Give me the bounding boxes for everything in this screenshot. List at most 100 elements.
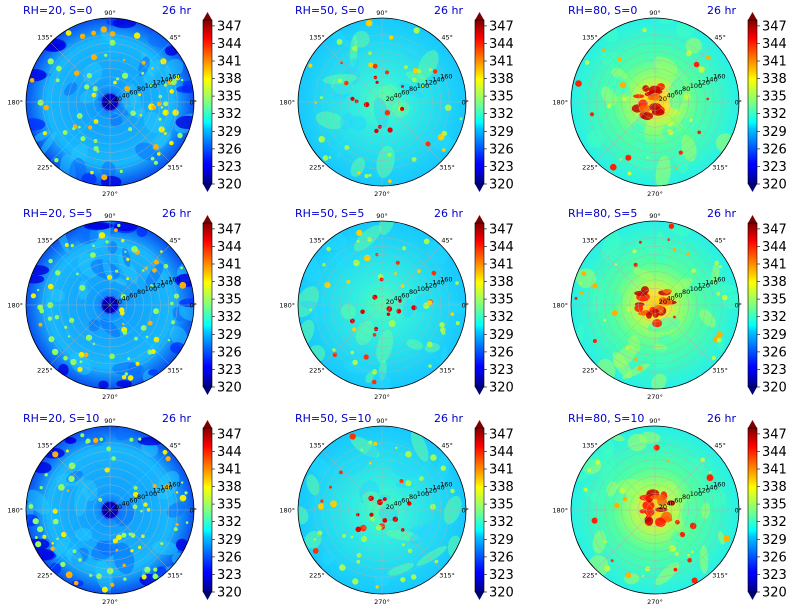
angular-gridline [109,42,170,103]
convective-cell [92,244,95,248]
convective-cell [68,475,75,482]
convective-cell [65,571,73,579]
angle-tick-label: 45° [714,441,726,449]
radial-tick-label: 120 [425,79,437,87]
warm-core-patch [649,103,662,112]
contour-patch [636,136,652,158]
convective-cell [129,437,134,442]
radial-tick-label: 40 [122,295,130,303]
angular-gridline [381,304,442,365]
angular-gridline [381,101,442,162]
colorbar-tick-label: 320 [489,381,514,396]
colorbar-tick-label: 335 [217,498,242,513]
radial-tick-label: 60 [401,291,409,299]
panel-1: 90°45°0°315°270°225°180°135°20 40 60 80 1001… [7,4,242,198]
convective-cell [400,284,405,288]
colorbar: 347 344 341 338 335 332 329 326 323 320 [474,420,514,601]
convective-cell [716,291,721,296]
convective-cell [389,35,394,40]
convective-cell [116,534,122,541]
radial-tick-label: 140 [432,484,444,492]
contour-patch [410,430,429,462]
radial-tick-label: 140 [705,279,717,287]
convective-cell [101,174,108,181]
convective-cell [385,70,389,75]
convective-cell [177,132,183,139]
hot-tower [375,80,379,84]
warm-core-patch [644,516,652,523]
colorbar-tick-label: 341 [217,258,242,273]
convective-cell [674,110,680,116]
colorbar-extend-min [475,387,484,395]
convective-cell [169,140,174,146]
convective-cell [122,322,125,326]
colorbar-tick-label: 320 [489,586,514,601]
colorbar-extend-min [748,592,757,600]
angular-gridline [381,42,442,103]
contour-patch [427,134,460,152]
convective-cell [160,106,164,109]
radial-tick-label: 20 [114,503,122,511]
convective-cell [109,353,115,360]
rim-patch [26,118,46,131]
angle-tick-label: 135° [309,33,325,41]
convective-cell [621,96,627,102]
convective-cell [133,32,141,39]
hot-tower [400,85,404,88]
convective-cell [85,438,91,444]
convective-cell [606,104,612,109]
panel-time-label: 26 hr [434,207,463,220]
convective-cell [185,521,189,524]
colorbar-tick-label: 338 [217,275,242,290]
contour-patch [339,112,354,130]
hot-tower [398,299,402,303]
convective-cell [157,152,161,156]
convective-cell [632,249,637,254]
angle-tick-label: 270° [374,190,390,198]
colorbar: 347 344 341 338 335 332 329 326 323 320 [747,420,787,601]
convective-cell [667,120,674,127]
convective-cell [706,474,714,482]
convective-cell [637,365,643,371]
warm-core-patch [652,319,662,328]
colorbar-fill [475,428,484,592]
hot-tower [369,512,374,517]
radial-tick-label: 80 [409,493,417,501]
radial-tick-label: 60 [129,88,137,96]
colorbar-fill [203,223,212,387]
colorbar-tick-label: 326 [489,345,514,360]
colorbar-extend-max [203,215,212,223]
colorbar-fill [475,20,484,184]
angle-tick-label: 90° [104,417,116,425]
convective-cell [99,437,104,442]
radial-tick-label: 120 [698,487,710,495]
convective-cell [405,480,412,487]
radial-tick-label: 160 [440,275,452,283]
angle-tick-label: 270° [647,393,663,401]
radial-tick-label: 140 [432,76,444,84]
colorbar-tick-label: 326 [762,550,787,565]
hot-tower [382,518,388,523]
convective-cell [309,308,313,312]
convective-cell [117,223,121,228]
convective-cell [411,157,417,162]
convective-cell [614,263,618,266]
convective-cell [148,82,153,87]
hot-tower [356,513,360,517]
convective-cell [64,243,69,247]
contour-patch [655,155,671,186]
convective-cell [317,530,323,536]
convective-cell [37,526,44,533]
colorbar-extend-min [748,184,757,192]
hot-tower [378,124,382,129]
convective-cell [619,82,627,89]
colorbar-tick-label: 332 [762,107,787,122]
contour-patch [658,18,677,25]
colorbar-extend-max [475,215,484,223]
angular-gridline [322,450,383,511]
colorbar-tick-label: 323 [217,363,242,378]
colorbar-fill [748,20,757,184]
convective-cell [63,355,68,361]
radial-tick-label: 120 [425,487,437,495]
contour-patch [601,231,621,263]
